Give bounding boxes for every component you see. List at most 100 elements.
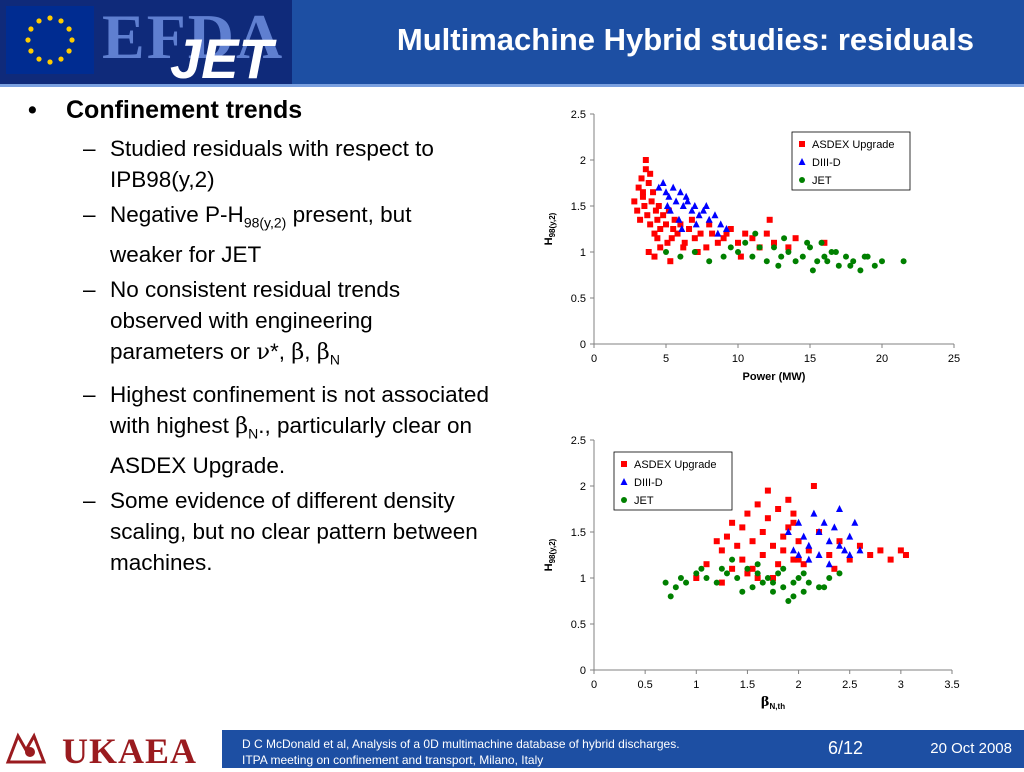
data-point [662,188,670,196]
data-point [692,220,700,228]
data-point [714,239,721,246]
data-point [790,556,797,563]
data-point [695,211,703,219]
dash-icon: – [83,136,96,161]
legend-entry: ASDEX Upgrade [634,459,717,471]
beta-symbol: β [316,338,330,365]
ukaea-logo-text: UKAEA [62,731,198,771]
data-point [674,230,681,237]
data-point [713,538,720,545]
data-point [666,206,674,214]
page-number: 6/12 [828,738,864,758]
data-point [835,505,843,512]
data-point [683,579,690,586]
data-point [703,575,710,581]
eu-flag-icon [6,6,94,74]
sub-bullet-4: – Highest confinement is not associated … [28,379,490,481]
star-icon [28,26,34,32]
data-point [778,253,785,260]
slide-title: Multimachine Hybrid studies: residuals [396,22,974,57]
data-point [729,565,736,572]
chart-beta: 0 0.5 1 1.5 2 2.5 0 0.5 1 1.5 2 2.5 3 3.5 βN,th H98(y,2… [530,426,970,726]
data-point [651,230,658,237]
y-tick-label: 0 [580,339,586,351]
slide-footer: UKAEA D C McDonald et al, Analysis of a … [0,730,1024,771]
citation-line-1: D C McDonald et al, Analysis of a 0D mul… [242,737,680,751]
data-point [754,570,761,577]
data-point [691,202,699,209]
data-point [780,584,787,591]
data-point [723,533,730,540]
data-point [831,565,838,572]
data-point [744,510,751,517]
legend-box [791,131,911,191]
data-point [691,235,698,242]
data-point [749,235,756,242]
x-tick-label: 5 [663,353,669,365]
data-point [749,538,756,545]
data-point [663,202,671,209]
data-point [770,588,776,595]
legend-entry: DIII-D [812,157,841,169]
data-point [756,244,763,251]
data-point [717,220,725,228]
data-point [825,560,833,568]
data-point [832,249,839,255]
star-icon [58,56,64,62]
data-point [804,239,811,246]
sub-bullet-2: – Negative P-H98(y,2) present, but weake… [28,199,490,270]
data-point [734,575,741,581]
chart-power-svg: 0 0.5 1 1.5 2 2.5 0 5 10 15 20 25 Power (MW) H98(y,2)… [543,109,960,383]
data-point [814,258,821,265]
data-point [775,570,782,577]
x-tick-label: 2 [796,679,802,691]
data-point [821,253,828,260]
data-point [826,575,833,581]
data-point [780,565,787,572]
data-point [781,235,788,242]
star-icon [69,37,75,43]
data-point [699,206,707,214]
data-point [800,561,807,568]
subscript-text: N [329,351,340,367]
data-point [682,192,690,200]
legend-marker [799,141,805,147]
nu-symbol: ν [256,338,270,365]
data-point [714,229,722,237]
y-tick-label: 0.5 [571,293,586,305]
data-point [795,556,802,563]
y-axis-label-main: H [543,563,555,571]
data-point [651,253,658,260]
data-point [824,258,831,265]
data-point [742,239,749,246]
y-tick-label: 2 [580,481,586,493]
data-point [659,179,667,186]
data-point [887,556,894,563]
data-point [759,529,766,535]
data-point [821,584,828,591]
data-point [679,202,687,209]
header-divider [0,84,1024,87]
data-point [688,206,696,214]
sub-bullet-list: – Studied residuals with respect to IPB9… [28,133,528,578]
data-point [775,262,782,269]
data-point [857,267,864,274]
data-point [727,226,734,232]
data-point [664,239,671,246]
star-icon [36,18,42,24]
data-point [672,197,680,205]
y-axis-label: H98(y,2) [543,212,557,245]
data-point [900,258,907,265]
subscript-text: 98(y,2) [243,214,287,231]
y-axis-label-main: H [543,237,555,245]
data-point [706,258,713,265]
legend-entry: JET [812,175,832,187]
data-point [637,216,644,223]
data-point [723,230,730,237]
data-point [647,170,654,177]
data-point [647,221,654,228]
data-point [677,221,684,228]
data-point [709,230,716,237]
data-point [670,226,677,232]
data-point [763,258,770,265]
